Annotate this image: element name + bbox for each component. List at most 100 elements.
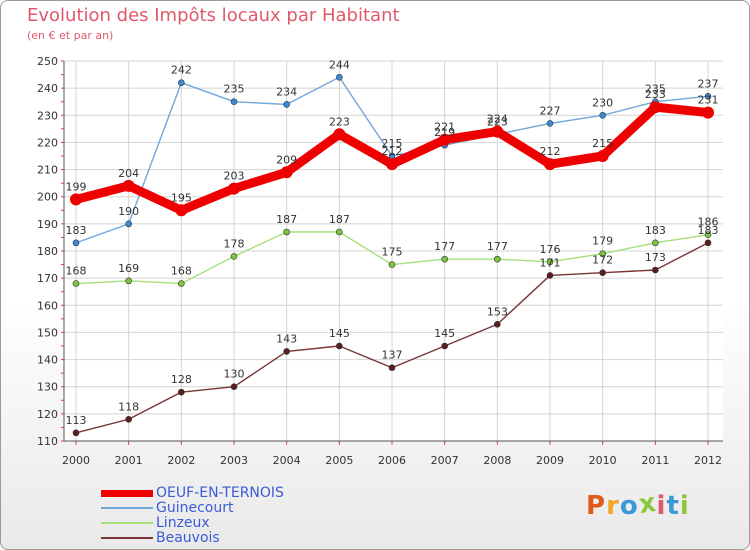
x-tick-label: 2012 — [694, 454, 722, 467]
data-label: 128 — [171, 373, 192, 386]
legend-item: OEUF-EN-TERNOIS — [101, 485, 361, 501]
x-tick-label: 2004 — [273, 454, 301, 467]
data-label: 215 — [592, 137, 613, 150]
y-tick-label: 190 — [37, 218, 58, 231]
data-point — [125, 220, 132, 228]
data-label: 242 — [171, 64, 192, 77]
data-label: 244 — [329, 58, 350, 71]
x-tick-label: 2010 — [589, 454, 617, 467]
data-point — [388, 364, 396, 372]
x-tick-label: 2001 — [115, 454, 143, 467]
data-point — [386, 158, 398, 171]
data-label: 176 — [540, 243, 561, 256]
data-label: 153 — [487, 305, 508, 318]
data-point — [336, 342, 343, 350]
chart-subtitle: (en € et par an) — [27, 29, 114, 42]
x-tick-label: 2002 — [167, 454, 195, 467]
legend-item: Guinecourt — [101, 500, 361, 516]
data-point — [652, 266, 659, 274]
data-label: 183 — [698, 224, 719, 237]
data-label: 137 — [382, 349, 403, 362]
data-point — [72, 239, 80, 247]
data-label: 235 — [224, 83, 245, 96]
data-point — [704, 231, 712, 239]
data-label: 187 — [276, 213, 297, 226]
y-tick-label: 250 — [37, 55, 58, 68]
y-tick-label: 110 — [37, 435, 58, 448]
y-tick-label: 150 — [37, 326, 58, 339]
data-label: 179 — [592, 235, 613, 248]
data-point — [230, 98, 238, 106]
data-point — [178, 280, 185, 287]
data-label: 223 — [487, 115, 508, 128]
axes: 110 120 130 140 150 160 170 180 190 200 210 220 230 2… — [37, 55, 723, 467]
y-tick-label: 220 — [37, 136, 58, 149]
legend-item: Linzeux — [101, 515, 361, 531]
data-point — [702, 106, 714, 119]
data-point — [652, 239, 659, 247]
data-label: 234 — [276, 85, 297, 98]
data-point — [704, 92, 712, 100]
data-point — [494, 320, 501, 328]
data-label: 227 — [540, 104, 561, 117]
data-point — [125, 415, 132, 423]
data-point — [596, 150, 609, 162]
data-point — [388, 261, 396, 268]
data-point — [704, 239, 712, 247]
data-label: 230 — [592, 96, 613, 109]
x-tick-label: 2011 — [641, 454, 669, 467]
data-point — [649, 101, 662, 114]
data-label: 118 — [118, 400, 139, 413]
data-label: 237 — [698, 77, 719, 90]
chart-title: Evolution des Impôts locaux par Habitant — [27, 5, 400, 26]
data-label: 203 — [224, 170, 245, 183]
data-label: 212 — [540, 145, 561, 158]
y-tick-label: 120 — [37, 408, 58, 421]
x-tick-label: 2008 — [483, 454, 511, 467]
data-point — [283, 228, 290, 236]
data-point — [438, 133, 451, 146]
data-label: 173 — [645, 251, 666, 264]
data-point — [70, 193, 82, 206]
data-point — [230, 253, 238, 260]
data-label: 177 — [434, 240, 455, 253]
data-label: 233 — [645, 88, 666, 101]
data-label: 224 — [487, 113, 508, 126]
data-label: 113 — [66, 414, 87, 427]
data-point — [178, 79, 185, 87]
y-tick-label: 230 — [37, 109, 58, 122]
data-label: 172 — [592, 254, 613, 267]
legend-label: Guinecourt — [156, 500, 234, 516]
data-point — [230, 383, 238, 391]
data-point — [175, 204, 188, 217]
y-tick-label: 140 — [37, 354, 58, 367]
series-group — [70, 73, 714, 437]
data-point — [283, 101, 290, 108]
data-point — [283, 348, 290, 355]
data-label: 168 — [66, 265, 87, 278]
y-tick-label: 160 — [37, 299, 58, 312]
data-point — [494, 255, 501, 263]
y-tick-label: 130 — [37, 381, 58, 394]
data-point — [441, 255, 448, 263]
x-tick-label: 2007 — [431, 454, 459, 467]
y-tick-label: 200 — [37, 191, 58, 204]
data-label: 221 — [434, 121, 455, 134]
data-label: 199 — [66, 180, 87, 193]
data-label: 183 — [66, 224, 87, 237]
data-label: 204 — [118, 167, 139, 180]
x-tick-label: 2003 — [220, 454, 248, 467]
y-tick-label: 170 — [37, 272, 58, 285]
data-label: 186 — [698, 216, 719, 229]
data-label: 143 — [276, 332, 297, 345]
x-tick-label: 2009 — [536, 454, 564, 467]
data-point — [336, 228, 343, 236]
legend-swatch — [101, 490, 153, 497]
data-point — [333, 128, 346, 141]
data-point — [72, 429, 80, 437]
data-label: 171 — [540, 256, 561, 269]
data-label: 183 — [645, 224, 666, 237]
data-label: 212 — [382, 145, 403, 158]
data-label: 231 — [698, 94, 719, 107]
